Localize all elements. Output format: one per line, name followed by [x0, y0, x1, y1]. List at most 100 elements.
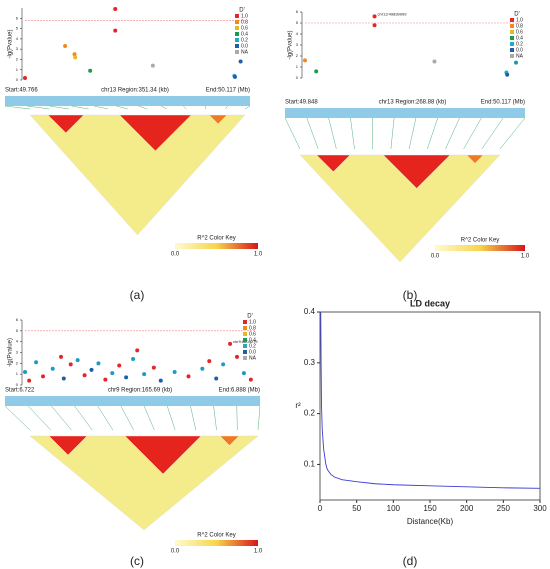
- legend-label: 0.8: [249, 325, 256, 331]
- legend-label: 0.4: [516, 35, 523, 41]
- legend-swatch: [510, 48, 514, 52]
- ld-block: [47, 114, 85, 134]
- color-key: [435, 245, 525, 251]
- snp-point: [124, 375, 129, 380]
- legend-label: 1.0: [249, 319, 256, 325]
- legend-swatch: [235, 38, 239, 42]
- color-key-high: 1.0: [254, 252, 263, 258]
- chromosome-bar: [5, 96, 250, 106]
- snp-point: [41, 374, 46, 379]
- region-label: chr9 Region:165.69 (kb): [108, 388, 172, 394]
- snp-point: [221, 362, 226, 367]
- snp-point: [505, 72, 510, 77]
- panel-label: (d): [403, 554, 418, 568]
- ld-link: [97, 405, 114, 431]
- legend-swatch: [235, 50, 239, 54]
- legend-label: 0.6: [241, 25, 248, 31]
- ld-link: [167, 405, 176, 431]
- ld-link: [120, 405, 134, 431]
- snp-point: [113, 7, 118, 12]
- snp-point: [241, 371, 246, 376]
- plot-frame: [319, 311, 541, 501]
- legend-swatch: [243, 332, 247, 336]
- y-tick-label: 4: [296, 31, 299, 36]
- ld-link: [225, 105, 228, 110]
- ld-link: [71, 105, 89, 110]
- legend-swatch: [235, 44, 239, 48]
- legend-swatch: [510, 18, 514, 22]
- legend-label: NA: [249, 355, 257, 361]
- snp-point: [113, 28, 118, 33]
- snp-point: [61, 376, 66, 381]
- ld-link: [28, 405, 51, 431]
- snp-point: [214, 376, 219, 381]
- legend-swatch: [510, 24, 514, 28]
- y-axis-label: -lg(Pvalue): [288, 30, 294, 59]
- y-tick-label: 3: [16, 46, 19, 51]
- legend-swatch: [235, 32, 239, 36]
- snp-point: [234, 354, 239, 359]
- y-tick-label: 6: [16, 15, 19, 20]
- legend-swatch: [510, 42, 514, 46]
- y-tick-label: 5: [16, 328, 19, 333]
- legend-swatch: [510, 30, 514, 34]
- snp-point: [23, 370, 27, 374]
- legend-title: D': [514, 12, 519, 18]
- start-label: Start:49.766: [5, 88, 38, 94]
- ld-block: [208, 114, 228, 125]
- legend-title: D': [239, 8, 244, 14]
- x-tick-label: 150: [423, 504, 437, 513]
- legend-title: D': [247, 314, 252, 320]
- ld-link: [481, 117, 504, 150]
- legend-label: 0.0: [516, 47, 523, 53]
- legend-label: 0.8: [241, 19, 248, 25]
- legend-swatch: [243, 320, 247, 324]
- y-tick-label: 0.2: [304, 409, 316, 418]
- ld-link: [74, 405, 93, 431]
- y-tick-label: 0: [296, 75, 299, 80]
- ld-link: [306, 117, 319, 150]
- color-key-high: 1.0: [254, 549, 263, 555]
- snp-point: [150, 63, 155, 68]
- snp-point: [228, 341, 233, 346]
- ld-block: [382, 154, 451, 189]
- ld-link: [390, 117, 395, 150]
- legend-label: 1.0: [516, 17, 523, 23]
- ld-link: [257, 405, 261, 431]
- ld-link: [445, 117, 460, 150]
- x-tick-label: 250: [497, 504, 511, 513]
- y-axis-label: -lg(Pvalue): [8, 338, 14, 367]
- y-tick-label: 0: [16, 77, 19, 82]
- snp-point: [232, 74, 237, 79]
- snp-point: [75, 358, 80, 363]
- snp-point: [34, 360, 39, 365]
- ld-link: [350, 117, 355, 150]
- snp-point: [72, 52, 77, 57]
- color-key-high: 1.0: [521, 254, 530, 260]
- y-tick-label: 0: [16, 382, 19, 387]
- legend-label: 0.4: [241, 31, 248, 37]
- x-tick-label: 50: [352, 504, 361, 513]
- legend-label: 0.8: [516, 23, 523, 29]
- ld-link: [143, 405, 155, 431]
- ld-link: [94, 105, 109, 110]
- ld-link: [27, 105, 50, 110]
- ld-block: [119, 114, 192, 152]
- y-tick-label: 4: [16, 36, 19, 41]
- color-key-title: R^2 Color Key: [461, 238, 500, 244]
- snp-point: [96, 361, 101, 366]
- ld-link: [183, 105, 187, 110]
- legend-label: 0.2: [249, 343, 256, 349]
- legend-swatch: [243, 356, 247, 360]
- snp-point: [27, 378, 32, 383]
- snp-point: [103, 377, 108, 382]
- legend-swatch: [235, 20, 239, 24]
- snp-point: [200, 366, 205, 371]
- ld-link: [138, 105, 148, 110]
- legend-label: 0.0: [249, 349, 256, 355]
- snp-point: [50, 366, 55, 371]
- y-tick-label: 2: [16, 56, 19, 61]
- ld-link: [244, 105, 251, 110]
- ld-block: [124, 435, 202, 475]
- chart-title: LD decay: [410, 298, 450, 308]
